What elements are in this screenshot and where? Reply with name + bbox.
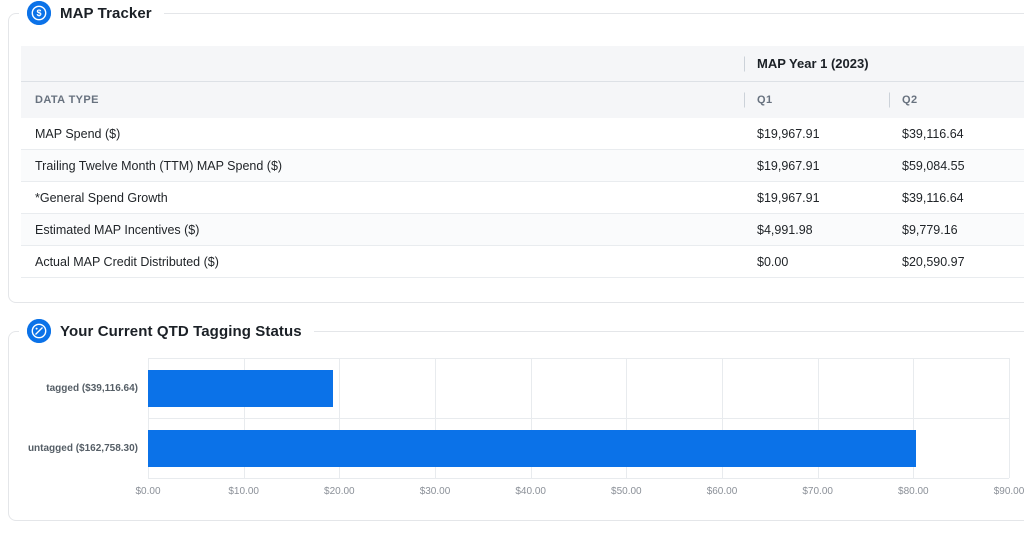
vertical-gridline (1009, 358, 1010, 478)
column-separator (744, 56, 745, 71)
row-q2-value: $59,084.55 (902, 158, 965, 173)
table-row: *General Spend Growth $19,967.91 $39,116… (21, 182, 1024, 214)
table-year-header-row: MAP Year 1 (2023) (21, 46, 1024, 82)
x-axis-tick-label: $10.00 (228, 486, 259, 497)
row-q2-value: $9,779.16 (902, 222, 958, 237)
row-label: Actual MAP Credit Distributed ($) (35, 254, 219, 269)
bar-category-label: untagged ($162,758.30) (27, 442, 138, 454)
table-row: Estimated MAP Incentives ($) $4,991.98 $… (21, 214, 1024, 246)
row-q2-value: $20,590.97 (902, 254, 965, 269)
q1-header-cell: Q1 (744, 92, 889, 108)
chart-x-axis: $0.00 $10.00 $20.00 $30.00 $40.00 $50.00 $60.0… (135, 478, 1024, 500)
x-axis-tick-label: $70.00 (802, 486, 833, 497)
table-row: MAP Spend ($) $19,967.91 $39,116.64 (21, 118, 1024, 150)
table-column-header-row: DATA TYPE Q1 Q2 (21, 82, 1024, 118)
qtd-tagging-card: Your Current QTD Tagging Status tagged (… (8, 319, 1024, 521)
horizontal-gridline (148, 478, 1009, 479)
x-axis-tick-label: $40.00 (515, 486, 546, 497)
bar-category-label: tagged ($39,116.64) (46, 382, 138, 394)
x-axis-tick-label: $20.00 (324, 486, 355, 497)
x-axis-tick-label: $80.00 (898, 486, 929, 497)
x-axis-tick-label: $30.00 (419, 486, 451, 497)
row-label: MAP Spend ($) (35, 126, 121, 141)
map-tracker-table: MAP Year 1 (2023) DATA TYPE Q1 Q2 MAP Sp… (21, 46, 1024, 278)
row-q1-value: $19,967.91 (757, 126, 820, 141)
bar-untagged (148, 429, 917, 467)
chart-plot: tagged ($39,116.64) untagged ($162,758.30… (28, 358, 1010, 479)
row-label: Trailing Twelve Month (TTM) MAP Spend ($… (35, 158, 283, 173)
column-separator (744, 92, 745, 108)
row-label: Estimated MAP Incentives ($) (35, 222, 200, 237)
svg-text:$: $ (36, 8, 41, 18)
x-axis-tick-label: $90.00 (993, 486, 1024, 497)
qtd-tagging-title: Your Current QTD Tagging Status (60, 322, 302, 340)
map-tracker-card: $ MAP Tracker MAP Year 1 (2023) DATA TYP… (8, 1, 1024, 303)
tagging-status-icon (27, 319, 51, 343)
dollar-circle-icon: $ (27, 1, 51, 25)
row-q1-value: $0.00 (757, 254, 789, 269)
table-row: Actual MAP Credit Distributed ($) $0.00 … (21, 246, 1024, 278)
data-type-header-cell: DATA TYPE (35, 94, 99, 106)
row-q2-value: $39,116.64 (902, 190, 964, 205)
column-separator (889, 92, 890, 108)
x-axis-tick-label: $0.00 (135, 486, 161, 497)
horizontal-gridline (148, 358, 1009, 359)
horizontal-gridline (148, 418, 1009, 419)
table-row: Trailing Twelve Month (TTM) MAP Spend ($… (21, 150, 1024, 182)
row-q1-value: $19,967.91 (757, 190, 820, 205)
bar-tagged (148, 369, 333, 407)
x-axis-tick-label: $50.00 (611, 486, 642, 497)
x-axis-tick-label: $60.00 (706, 486, 738, 497)
qtd-tagging-header: Your Current QTD Tagging Status (19, 319, 314, 343)
map-tracker-header: $ MAP Tracker (19, 1, 164, 25)
qtd-tagging-chart: tagged ($39,116.64) untagged ($162,758.30… (21, 358, 1024, 500)
row-q1-value: $19,967.91 (757, 158, 820, 173)
year-header-cell: MAP Year 1 (2023) (744, 56, 1024, 71)
row-q1-value: $4,991.98 (757, 222, 813, 237)
row-label: *General Spend Growth (35, 190, 168, 205)
map-tracker-title: MAP Tracker (60, 4, 152, 22)
q2-header-cell: Q2 (889, 92, 1024, 108)
row-q2-value: $39,116.64 (902, 126, 964, 141)
